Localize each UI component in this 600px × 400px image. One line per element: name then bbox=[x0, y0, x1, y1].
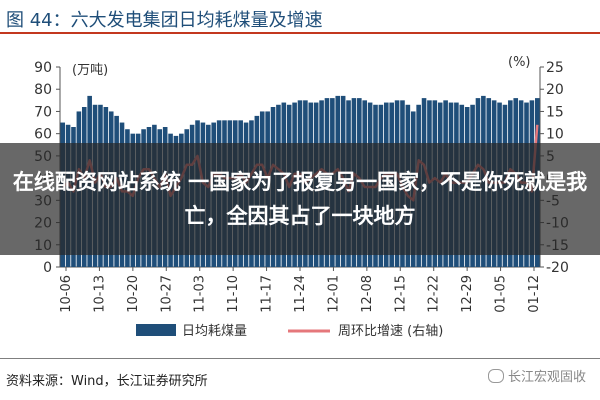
legend-line-label: 周环比增速 (右轴) bbox=[338, 324, 443, 339]
x-tick-label: 11-24 bbox=[293, 275, 308, 313]
text-overlay: 在线配资网站系统 一国家为了报复另一国家，不是你死就是我亡，全因其占了一块地方 bbox=[0, 143, 600, 255]
source-note: 资料来源：Wind，长江证券研究所 bbox=[6, 374, 208, 389]
x-tick-label: 12-29 bbox=[460, 275, 475, 313]
x-tick-label: 10-20 bbox=[126, 275, 141, 313]
x-tick-label: 10-13 bbox=[92, 275, 107, 313]
x-tick-label: 12-08 bbox=[360, 275, 375, 313]
chart-title: 图 44：六大发电集团日均耗煤量及增速 bbox=[6, 10, 323, 31]
right-tick-label: 10 bbox=[546, 127, 564, 143]
right-tick-label: 20 bbox=[546, 82, 564, 98]
watermark: 长江宏观固收 bbox=[487, 366, 586, 385]
x-tick-label: 01-05 bbox=[494, 275, 509, 313]
x-tick-label: 11-03 bbox=[193, 275, 208, 313]
title-rule bbox=[0, 32, 600, 34]
x-tick-label: 12-15 bbox=[393, 275, 408, 313]
legend-bar-swatch bbox=[136, 324, 176, 336]
x-tick-label: 10-27 bbox=[159, 275, 174, 313]
x-tick-label: 12-22 bbox=[427, 275, 442, 313]
left-tick-label: 70 bbox=[34, 104, 52, 120]
x-tick-label: 11-10 bbox=[226, 275, 241, 313]
x-tick-label: 11-17 bbox=[260, 275, 275, 313]
left-tick-label: 90 bbox=[34, 60, 52, 76]
footer-rule bbox=[0, 358, 600, 359]
left-tick-label: 80 bbox=[34, 82, 52, 98]
watermark-text: 长江宏观固收 bbox=[507, 370, 586, 385]
left-tick-label: 0 bbox=[43, 260, 52, 276]
x-tick-label: 10-06 bbox=[59, 275, 74, 313]
right-tick-label: -20 bbox=[546, 260, 569, 276]
title-bar: 图 44：六大发电集团日均耗煤量及增速 bbox=[0, 0, 600, 34]
right-tick-label: 25 bbox=[546, 60, 564, 76]
x-tick-label: 01-12 bbox=[527, 275, 542, 313]
overlay-text: 在线配资网站系统 一国家为了报复另一国家，不是你死就是我亡，全因其占了一块地方 bbox=[12, 170, 588, 228]
left-tick-label: 60 bbox=[34, 127, 52, 143]
left-unit-label: (万吨) bbox=[72, 63, 108, 78]
x-tick-label: 12-01 bbox=[326, 275, 341, 313]
wechat-icon bbox=[487, 369, 504, 383]
legend-bar-label: 日均耗煤量 bbox=[182, 324, 247, 339]
right-unit-label: (%) bbox=[508, 55, 531, 70]
right-tick-label: 15 bbox=[546, 104, 564, 120]
